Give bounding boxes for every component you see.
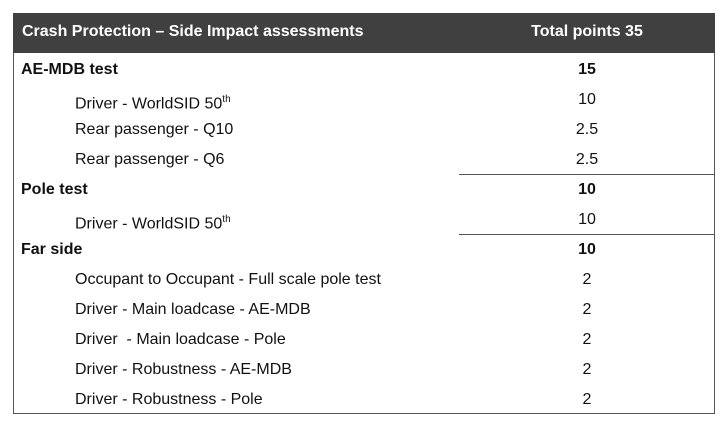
section-divider (459, 174, 715, 175)
label-text: Rear passenger - Q6 (75, 151, 225, 168)
label-text: Driver - Main loadcase - AE-MDB (75, 301, 311, 318)
row-points: 2.5 (575, 151, 599, 168)
right-border (714, 53, 715, 413)
section-points: 10 (578, 241, 596, 258)
left-border (13, 53, 14, 413)
row-points: 10 (578, 91, 596, 108)
row-points: 10 (578, 211, 596, 228)
row-label: Driver - Robustness - AE-MDB (75, 360, 292, 380)
row-label: Rear passenger - Q10 (75, 120, 233, 140)
section-points: 15 (578, 61, 596, 78)
header-title: Crash Protection – Side Impact assessmen… (22, 23, 364, 40)
row-points: 2 (582, 331, 592, 348)
section-name: Pole test (21, 181, 88, 198)
table-header: Crash Protection – Side Impact assessmen… (13, 13, 715, 53)
label-text: Occupant to Occupant - Full scale pole t… (75, 271, 381, 288)
section-name: AE-MDB test (21, 61, 118, 78)
row-label: Driver - Main loadcase - AE-MDB (75, 300, 311, 320)
label-text: Driver - WorldSID 50 (75, 95, 223, 113)
section-name: Far side (21, 241, 83, 258)
label-text: Driver - Robustness - Pole (75, 391, 263, 408)
header-points: Total points 35 (531, 23, 643, 40)
row-points: 2 (582, 361, 592, 378)
bottom-border (13, 413, 715, 414)
row-points: 2.5 (575, 121, 599, 138)
row-points: 2 (582, 271, 592, 288)
section-divider (459, 234, 715, 235)
row-label: Rear passenger - Q6 (75, 150, 224, 170)
row-points: 2 (582, 301, 592, 318)
label-text: Driver - Robustness - AE-MDB (75, 361, 292, 378)
label-text: Driver - Main loadcase - Pole (75, 331, 286, 348)
row-label: Driver - WorldSID 50th (75, 90, 231, 114)
superscript: th (222, 94, 231, 105)
label-text: Rear passenger - Q10 (75, 121, 234, 138)
row-label: Driver - WorldSID 50th (75, 210, 231, 234)
row-points: 2 (582, 391, 592, 408)
label-text: Driver - WorldSID 50 (75, 215, 223, 233)
row-label: Occupant to Occupant - Full scale pole t… (75, 270, 381, 290)
superscript: th (222, 214, 231, 225)
section-points: 10 (578, 181, 596, 198)
row-label: Driver - Main loadcase - Pole (75, 330, 286, 350)
row-label: Driver - Robustness - Pole (75, 390, 263, 410)
